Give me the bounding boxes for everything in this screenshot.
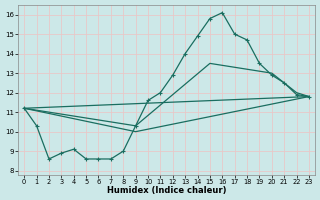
X-axis label: Humidex (Indice chaleur): Humidex (Indice chaleur) <box>107 186 226 195</box>
